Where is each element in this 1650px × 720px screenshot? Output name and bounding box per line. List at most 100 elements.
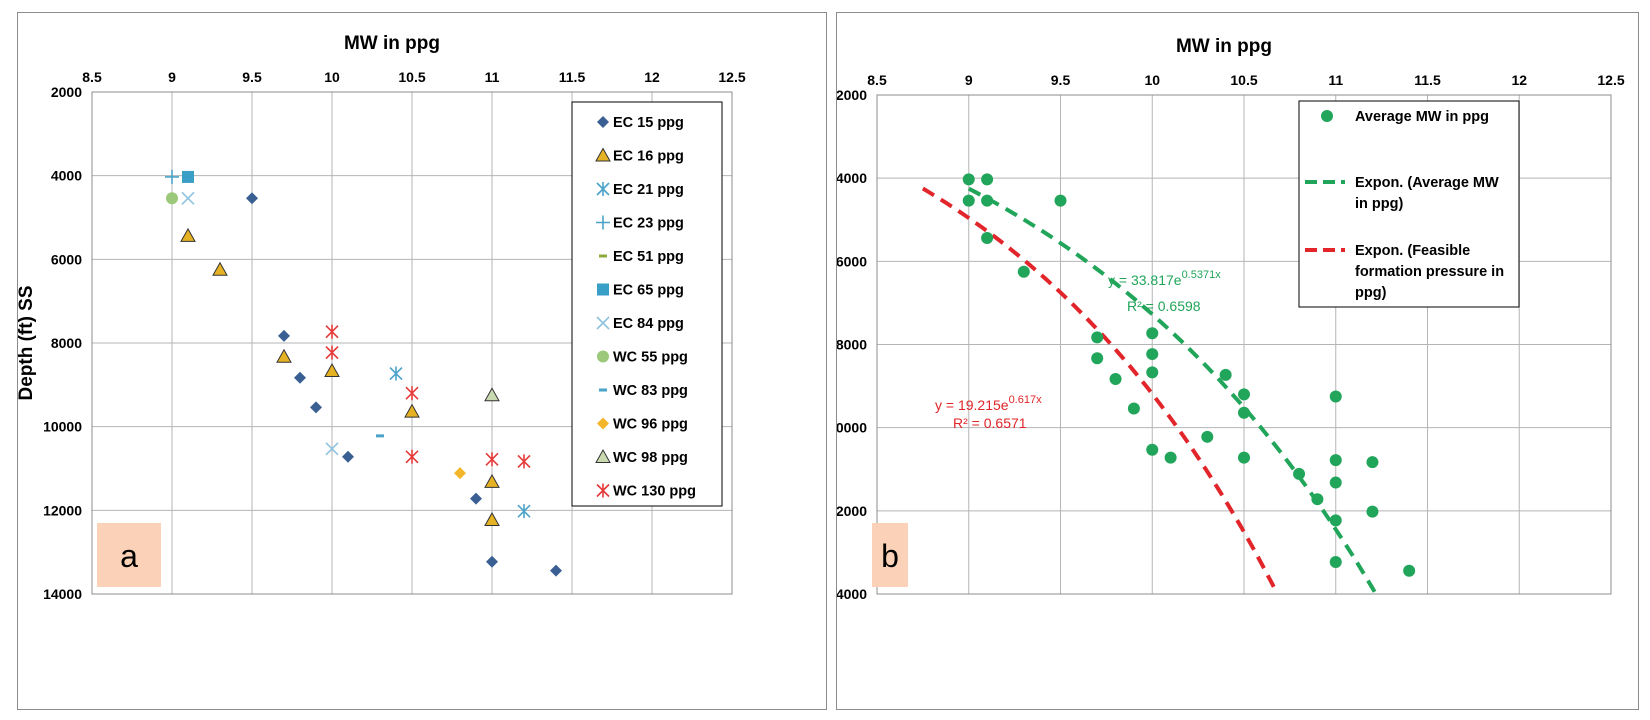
chart-a-y-tick-label: 2000 [51, 84, 82, 100]
chart-b-legend-label: Expon. (Average MW [1355, 175, 1499, 191]
chart-a-point [294, 371, 306, 384]
chart-a-legend-marker [596, 483, 610, 498]
chart-a-point [517, 454, 531, 469]
chart-b-point [981, 173, 994, 186]
chart-a-legend-label: WC 55 ppg [613, 350, 688, 366]
chart-a-point [376, 434, 384, 438]
chart-b-series-1 [962, 173, 1416, 577]
chart-a-point [342, 450, 354, 463]
chart-b-y-tick-label: 4000 [837, 170, 867, 186]
chart-a-point [310, 401, 322, 414]
chart-b-r2-red: R² = 0.6571 [953, 415, 1027, 431]
chart-b-x-tick-label: 9.5 [1051, 72, 1071, 88]
chart-a-legend-marker [597, 116, 609, 128]
chart-a-y-axis-title: Depth (ft) SS [18, 285, 37, 400]
chart-b-y-tick-label: 6000 [837, 253, 867, 269]
chart-a-x-tick-label: 8.5 [82, 69, 102, 85]
chart-b-point [1238, 388, 1250, 401]
chart-b-x-tick-label: 9 [965, 72, 973, 88]
chart-a-legend-label: EC 15 ppg [613, 115, 684, 131]
chart-b-point [1219, 368, 1232, 381]
chart-b-panel-label: b [881, 538, 899, 574]
chart-a-point [484, 387, 500, 402]
chart-b-legend-label: Expon. (Feasible [1355, 243, 1470, 259]
chart-a-legend-marker [596, 215, 610, 230]
chart-a-legend-marker [595, 147, 611, 162]
chart-a-point [405, 386, 419, 401]
chart-a-legend-marker [599, 254, 607, 258]
chart-a-point [484, 473, 500, 488]
chart-b-point [1293, 467, 1306, 480]
chart-a-point [325, 345, 339, 360]
chart-b-point [1091, 352, 1104, 365]
chart-b-point [981, 194, 994, 207]
chart-a-series-8 [166, 192, 178, 205]
chart-b-x-tick-label: 12.5 [1597, 72, 1624, 88]
chart-b-legend-label: ppg) [1355, 285, 1387, 301]
chart-a-point [212, 261, 228, 276]
chart-a-point [325, 324, 339, 339]
chart-a-point [517, 504, 531, 519]
chart-a-x-tick-label: 10.5 [398, 69, 425, 85]
chart-a-point [486, 555, 498, 568]
chart-b-point [1238, 451, 1250, 464]
chart-a-y-tick-label: 14000 [43, 586, 82, 602]
chart-b-point [1146, 348, 1159, 361]
chart-b-point [1164, 451, 1177, 464]
chart-a-panel-label-box [97, 523, 161, 587]
chart-b-point [1146, 366, 1159, 379]
chart-b-point [1329, 555, 1342, 568]
chart-a-point [278, 329, 290, 342]
chart-a-series-2 [180, 227, 500, 526]
chart-a-legend-label: WC 83 ppg [613, 383, 688, 399]
chart-a-point [484, 511, 500, 526]
chart-a-point [389, 366, 403, 381]
chart-a-y-tick-label: 6000 [51, 251, 82, 267]
chart-a-series-1 [246, 192, 562, 577]
chart-a-x-tick-label: 12.5 [718, 69, 745, 85]
chart-b-equation-red-exp: 0.617x [1009, 394, 1043, 406]
chart-b-legend-label: in ppg) [1355, 196, 1403, 212]
chart-b-point [1201, 430, 1214, 443]
chart-a-legend-marker [596, 316, 610, 330]
chart-a-series-9 [376, 434, 384, 438]
chart-b-point [981, 232, 994, 245]
chart-a-y-tick-label: 12000 [43, 502, 82, 518]
chart-a-legend-marker [597, 283, 609, 296]
chart-b-r2-green: R² = 0.6598 [1127, 298, 1201, 314]
chart-a-y-tick-label: 4000 [51, 168, 82, 184]
chart-b-point [1238, 406, 1250, 419]
chart-a-legend-label: EC 51 ppg [613, 249, 684, 265]
chart-a-series-3 [389, 366, 531, 519]
chart-b-point [1329, 390, 1342, 403]
chart-a-legend-label: EC 21 ppg [613, 182, 684, 198]
chart-b-point [962, 194, 975, 207]
chart-a-legend-label: EC 23 ppg [613, 216, 684, 232]
chart-b-point [1403, 564, 1416, 577]
chart-b-point [1146, 443, 1159, 456]
chart-b-plot-area [876, 94, 1612, 595]
chart-a-point [405, 449, 419, 464]
chart-a-legend: EC 15 ppg EC 16 ppg EC 21 ppg EC 23 ppg EC 5… [571, 101, 723, 507]
chart-a-series-10 [454, 467, 466, 480]
chart-b-point [1054, 194, 1067, 207]
chart-a-point [276, 348, 292, 363]
chart-b-legend-label: formation pressure in [1355, 264, 1504, 280]
chart-a-legend-box [571, 101, 723, 507]
chart-b-x-tick-label: 10.5 [1230, 72, 1257, 88]
chart-a-y-tick-label: 8000 [51, 335, 82, 351]
chart-panel-b: 8.5 9 9.5 10 10.5 11 11.5 12 12.5 2000 4000 6000 800… [801, 12, 1639, 710]
chart-a-x-tick-label: 12 [644, 69, 660, 85]
chart-a-x-tick-label: 9 [168, 69, 176, 85]
chart-b-x-tick-label: 10 [1144, 72, 1160, 88]
chart-a-legend-marker [599, 388, 607, 392]
chart-b-panel-label-box [872, 523, 908, 587]
chart-a-legend-marker [597, 350, 609, 363]
chart-a-legend-marker [597, 417, 609, 430]
chart-a-x-tick-label: 9.5 [242, 69, 262, 85]
chart-a-legend-label: WC 98 ppg [613, 450, 688, 466]
chart-b-trendline-2 [921, 186, 1279, 594]
chart-b-point [1329, 476, 1342, 489]
chart-b-point [1329, 454, 1342, 467]
chart-a-point [181, 191, 195, 205]
